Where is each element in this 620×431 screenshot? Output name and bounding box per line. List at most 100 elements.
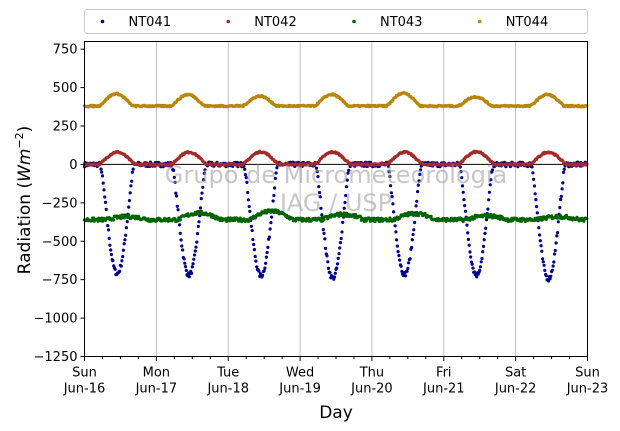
- data-point: [410, 245, 414, 250]
- data-point: [391, 202, 395, 206]
- data-point: [130, 179, 134, 183]
- data-point: [554, 241, 558, 245]
- data-point: [535, 211, 539, 215]
- data-point: [486, 207, 490, 211]
- data-point: [197, 220, 201, 224]
- series-NT042: [82, 149, 589, 167]
- data-point: [323, 237, 327, 241]
- data-point: [100, 174, 105, 178]
- data-point: [315, 170, 319, 174]
- data-point: [542, 263, 546, 267]
- watermark: Grupo de Micrometeorologia IAG / USP: [165, 161, 507, 217]
- data-point: [123, 238, 127, 242]
- data-point: [173, 217, 177, 221]
- data-point: [254, 259, 258, 263]
- y-tick-label: 250: [53, 120, 78, 135]
- data-point: [201, 178, 206, 182]
- data-point: [317, 185, 321, 189]
- y-axis: 750 500 250 0 −250 −500 −750 −1000 −1250: [34, 43, 85, 365]
- data-point: [541, 257, 545, 261]
- data-point: [550, 268, 554, 272]
- data-point: [118, 269, 122, 273]
- data-point: [106, 224, 110, 228]
- data-point: [389, 184, 393, 188]
- data-point: [318, 195, 322, 199]
- data-point: [262, 269, 266, 273]
- data-point: [484, 218, 489, 222]
- data-point: [182, 257, 186, 261]
- data-point: [562, 167, 566, 171]
- data-point: [249, 224, 253, 228]
- data-point: [335, 266, 339, 270]
- data-point: [338, 246, 342, 250]
- data-point: [178, 231, 182, 235]
- data-point: [531, 171, 535, 175]
- data-point: [178, 218, 182, 222]
- data-point: [195, 232, 200, 236]
- data-point: [189, 271, 194, 275]
- data-point: [387, 170, 391, 174]
- data-point: [489, 212, 493, 217]
- data-point: [172, 175, 176, 179]
- x-tick-weekday: Thu: [359, 366, 384, 381]
- data-point: [479, 260, 483, 264]
- x-tick-date: Jun-23: [566, 382, 609, 397]
- data-point: [109, 248, 113, 252]
- data-point: [404, 274, 408, 278]
- data-point: [342, 211, 346, 215]
- data-point: [199, 197, 203, 201]
- series-NT044: [82, 90, 589, 109]
- data-point: [176, 208, 180, 212]
- data-point: [411, 232, 415, 237]
- data-point: [414, 204, 418, 208]
- y-tick-label: 500: [53, 81, 78, 96]
- legend: NT041 NT042 NT043 NT044: [84, 9, 588, 34]
- data-point: [131, 167, 135, 171]
- data-point: [106, 228, 111, 232]
- data-point: [319, 206, 323, 210]
- data-point: [251, 238, 255, 242]
- data-point: [263, 266, 267, 270]
- y-tick-label: −500: [42, 235, 78, 250]
- data-point: [407, 261, 411, 265]
- data-point: [416, 183, 420, 187]
- data-point: [121, 255, 125, 259]
- data-point: [271, 199, 275, 203]
- data-point: [112, 218, 116, 222]
- data-point: [321, 228, 325, 232]
- data-point: [462, 198, 466, 202]
- data-point: [553, 252, 557, 256]
- data-point: [470, 262, 474, 266]
- data-point: [556, 220, 560, 224]
- y-tick-label: 0: [69, 158, 77, 173]
- data-point: [475, 275, 479, 279]
- x-tick-date: Jun-19: [278, 382, 321, 397]
- data-point: [174, 191, 178, 195]
- data-point: [175, 204, 179, 208]
- data-point: [273, 176, 277, 180]
- data-point: [417, 179, 421, 183]
- y-tick-label: −1000: [34, 312, 78, 327]
- x-tick-date: Jun-16: [63, 382, 106, 397]
- data-point: [173, 180, 177, 184]
- data-point: [266, 245, 270, 249]
- data-point: [467, 243, 471, 247]
- x-tick-date: Jun-22: [494, 382, 537, 397]
- data-point: [269, 221, 273, 225]
- data-point: [127, 213, 131, 217]
- data-point: [193, 249, 197, 253]
- data-point: [264, 261, 268, 265]
- data-point: [196, 224, 200, 228]
- data-point: [466, 237, 471, 241]
- legend-marker-NT044: [477, 19, 482, 24]
- data-point: [472, 270, 477, 274]
- x-tick-weekday: Mon: [143, 366, 170, 381]
- data-point: [200, 191, 204, 195]
- data-point: [342, 206, 346, 210]
- data-point: [534, 198, 538, 202]
- data-point: [198, 206, 203, 210]
- data-point: [489, 178, 493, 182]
- data-point: [250, 228, 254, 233]
- data-point: [397, 253, 401, 258]
